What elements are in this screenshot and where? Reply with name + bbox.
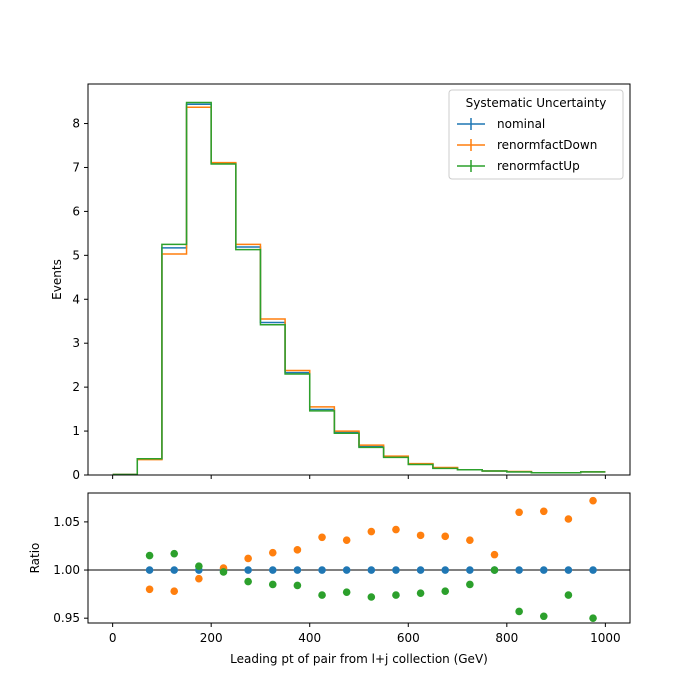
ratio-point-renormfactUp	[318, 591, 326, 599]
ratio-point-nominal	[392, 566, 400, 574]
y-tick-label: 5	[72, 248, 80, 262]
x-tick-label: 0	[109, 631, 117, 645]
ratio-point-renormfactDown	[268, 548, 277, 557]
y-axis-label: Ratio	[28, 543, 42, 574]
ratio-point-nominal	[145, 566, 154, 574]
y-tick-label: 1.00	[53, 563, 80, 577]
x-tick-label: 200	[200, 631, 223, 645]
ratio-point-renormfactDown	[539, 507, 548, 516]
ratio-point-nominal	[466, 566, 474, 574]
ratio-point-renormfactDown	[367, 527, 376, 536]
legend-box	[448, 89, 624, 180]
y-tick-label: 8	[72, 117, 80, 131]
y-axis-label: Events	[50, 259, 64, 300]
y-tick-label: 3	[72, 336, 80, 350]
x-tick-label: 1000	[590, 631, 621, 645]
ratio-point-nominal	[564, 566, 573, 574]
ratio-point-renormfactDown	[490, 550, 499, 559]
ratio-point-renormfactDown	[318, 533, 326, 542]
legend-title: Systematic Uncertainty	[466, 96, 607, 110]
ratio-point-renormfactDown	[392, 525, 400, 534]
ratio-point-nominal	[441, 566, 450, 574]
ratio-point-renormfactUp	[441, 587, 450, 596]
ratio-point-renormfactUp	[515, 607, 523, 616]
ratio-point-renormfactUp	[490, 566, 499, 574]
ratio-point-renormfactDown	[564, 515, 573, 523]
ratio-point-nominal	[268, 566, 277, 574]
ratio-point-renormfactDown	[589, 496, 597, 505]
x-axis-label: Leading pt of pair from l+j collection (…	[230, 652, 488, 666]
ratio-point-nominal	[170, 566, 179, 574]
ratio-point-renormfactDown	[416, 531, 425, 540]
y-tick-label: 1	[72, 424, 80, 438]
y-tick-label: 6	[72, 204, 80, 218]
ratio-point-renormfactDown	[244, 554, 252, 563]
y-tick-label: 0	[72, 468, 80, 482]
ratio-point-renormfactUp	[293, 581, 302, 590]
ratio-point-renormfactDown	[515, 508, 523, 517]
ratio-point-renormfactUp	[392, 591, 400, 599]
ratio-point-renormfactDown	[342, 536, 351, 544]
ratio-axes-frame	[87, 492, 631, 624]
ratio-point-nominal	[367, 566, 376, 574]
ratio-point-renormfactUp	[244, 577, 252, 586]
ratio-point-renormfactDown	[195, 574, 203, 583]
ratio-point-renormfactUp	[416, 589, 425, 597]
ratio-point-renormfactUp	[539, 612, 548, 621]
legend-entry: renormfactUp	[497, 159, 580, 173]
ratio-point-renormfactUp	[170, 549, 179, 558]
ratio-point-renormfactDown	[170, 587, 179, 596]
ratio-point-nominal	[416, 566, 425, 574]
main-plot: 0 1 2 3 4 5 6 7 8 Events	[50, 83, 631, 482]
y-tick-label: 7	[72, 160, 80, 174]
ratio-point-nominal	[342, 566, 351, 574]
ratio-point-renormfactUp	[466, 580, 474, 589]
x-tick-label: 400	[298, 631, 321, 645]
x-tick-label: 800	[495, 631, 518, 645]
ratio-plot: 0.95 1.00 1.05 0 200 400 600 800 1000 Ratio Leadin…	[28, 492, 631, 666]
ratio-point-renormfactDown	[145, 585, 154, 594]
ratio-point-nominal	[539, 566, 548, 574]
ratio-point-renormfactUp	[195, 562, 203, 570]
y-tick-label: 0.95	[53, 611, 80, 625]
ratio-point-renormfactUp	[268, 580, 277, 589]
legend-entry: nominal	[497, 117, 545, 131]
ratio-point-nominal	[515, 566, 523, 574]
y-tick-label: 4	[72, 292, 80, 306]
legend-entry: renormfactDown	[497, 138, 597, 152]
main-axes-frame	[87, 83, 631, 476]
ratio-point-renormfactUp	[342, 588, 351, 596]
ratio-point-renormfactDown	[466, 536, 474, 544]
x-tick-label: 600	[397, 631, 420, 645]
ratio-point-renormfactUp	[589, 614, 597, 622]
ratio-point-renormfactUp	[367, 593, 376, 601]
series-line-renormfactUp	[112, 101, 606, 476]
ratio-point-renormfactDown	[441, 532, 450, 541]
y-tick-label: 1.05	[53, 515, 80, 529]
ratio-point-renormfactUp	[219, 568, 228, 576]
ratio-point-nominal	[244, 566, 252, 574]
y-tick-label: 2	[72, 380, 80, 394]
ratio-point-nominal	[589, 566, 597, 574]
ratio-point-renormfactDown	[293, 546, 302, 554]
ratio-point-nominal	[293, 566, 302, 574]
ratio-point-renormfactUp	[145, 551, 154, 560]
legend: Systematic Uncertainty nominal renormfactD…	[448, 89, 624, 180]
ratio-point-renormfactUp	[564, 591, 573, 599]
ratio-point-nominal	[318, 566, 326, 574]
